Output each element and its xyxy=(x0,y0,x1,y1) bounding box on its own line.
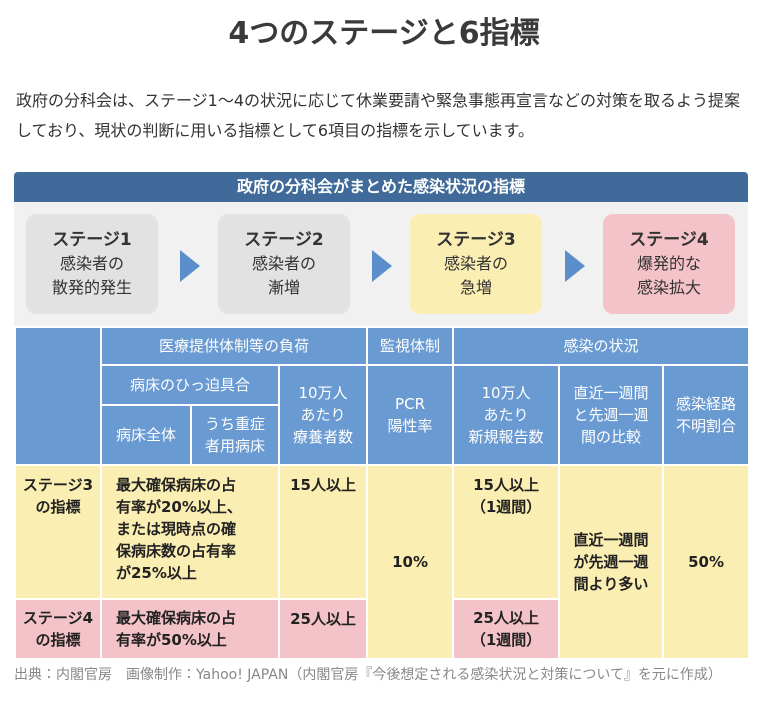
cell: 15人以上 xyxy=(277,464,369,600)
cell: 最大確保病床の占 有率が20%以上、 または現時点の確 保病床数の占有率 が25… xyxy=(100,464,280,600)
stage-box: ステージ3 感染者の 急増 xyxy=(410,214,542,314)
cell: 直近一週間 が先週一週 間より多い xyxy=(558,464,665,660)
stage-box: ステージ2 感染者の 漸増 xyxy=(218,214,350,314)
indicator-table: 医療提供体制等の負荷 監視体制 感染の状況 病床のひっ迫具合 10万人 あたり … xyxy=(14,326,751,660)
column-header: 10万人 あたり 新規報告数 xyxy=(452,364,561,466)
group-header: 監視体制 xyxy=(366,326,455,366)
subgroup-header: 病床のひっ迫具合 xyxy=(100,364,280,406)
stage-desc: 感染者の 散発的発生 xyxy=(51,254,132,297)
arrow xyxy=(180,250,200,282)
stage-box: ステージ4 爆発的な 感染拡大 xyxy=(603,214,735,314)
stage-name: ステージ4 xyxy=(629,230,709,250)
column-header: 病床全体 xyxy=(100,404,192,466)
cell: 25人以上 （1週間） xyxy=(452,598,561,660)
column-header: 直近一週間 と先週一週 間の比較 xyxy=(558,364,665,466)
cell: 25人以上 xyxy=(277,598,369,660)
stage-name: ステージ1 xyxy=(52,230,132,250)
group-header: 感染の状況 xyxy=(452,326,751,366)
stage-box: ステージ1 感染者の 散発的発生 xyxy=(26,214,158,314)
stage-name: ステージ2 xyxy=(244,230,324,250)
cell: 15人以上 （1週間） xyxy=(452,464,561,600)
column-header: うち重症 者用病床 xyxy=(190,404,280,466)
stage-desc: 感染者の 漸増 xyxy=(251,254,316,297)
column-header: 感染経路 不明割合 xyxy=(662,364,751,466)
title: 4つのステージと6指標 xyxy=(228,16,540,51)
column-header: 10万人 あたり 療養者数 xyxy=(277,364,369,466)
row-label: ステージ4 の指標 xyxy=(14,598,102,660)
row-label: ステージ3 の指標 xyxy=(14,464,102,600)
cell: 10% xyxy=(366,464,455,660)
footer: 出典：内閣官房 画像制作：Yahoo! JAPAN（内閣官房『今後想定される感染… xyxy=(14,667,722,683)
stage-name: ステージ3 xyxy=(436,230,516,250)
column-header: PCR 陽性率 xyxy=(366,364,455,466)
corner-cell xyxy=(14,326,102,466)
panel: 政府の分科会がまとめた感染状況の指標 ステージ1 感染者の 散発的発生 ステージ2… xyxy=(14,172,751,660)
panel-heading: 政府の分科会がまとめた感染状況の指標 xyxy=(14,172,748,202)
arrow xyxy=(372,250,392,282)
cell: 最大確保病床の占 有率が50%以上 xyxy=(100,598,280,660)
arrow xyxy=(565,250,585,282)
stage-desc: 爆発的な 感染拡大 xyxy=(636,254,701,297)
intro: 政府の分科会は、ステージ1〜4の状況に応じて休業要請や緊急事態再宣言などの対策を… xyxy=(16,91,741,140)
group-header: 医療提供体制等の負荷 xyxy=(99,326,369,366)
cell: 50% xyxy=(662,464,751,660)
stage-desc: 感染者の 急増 xyxy=(443,254,508,297)
